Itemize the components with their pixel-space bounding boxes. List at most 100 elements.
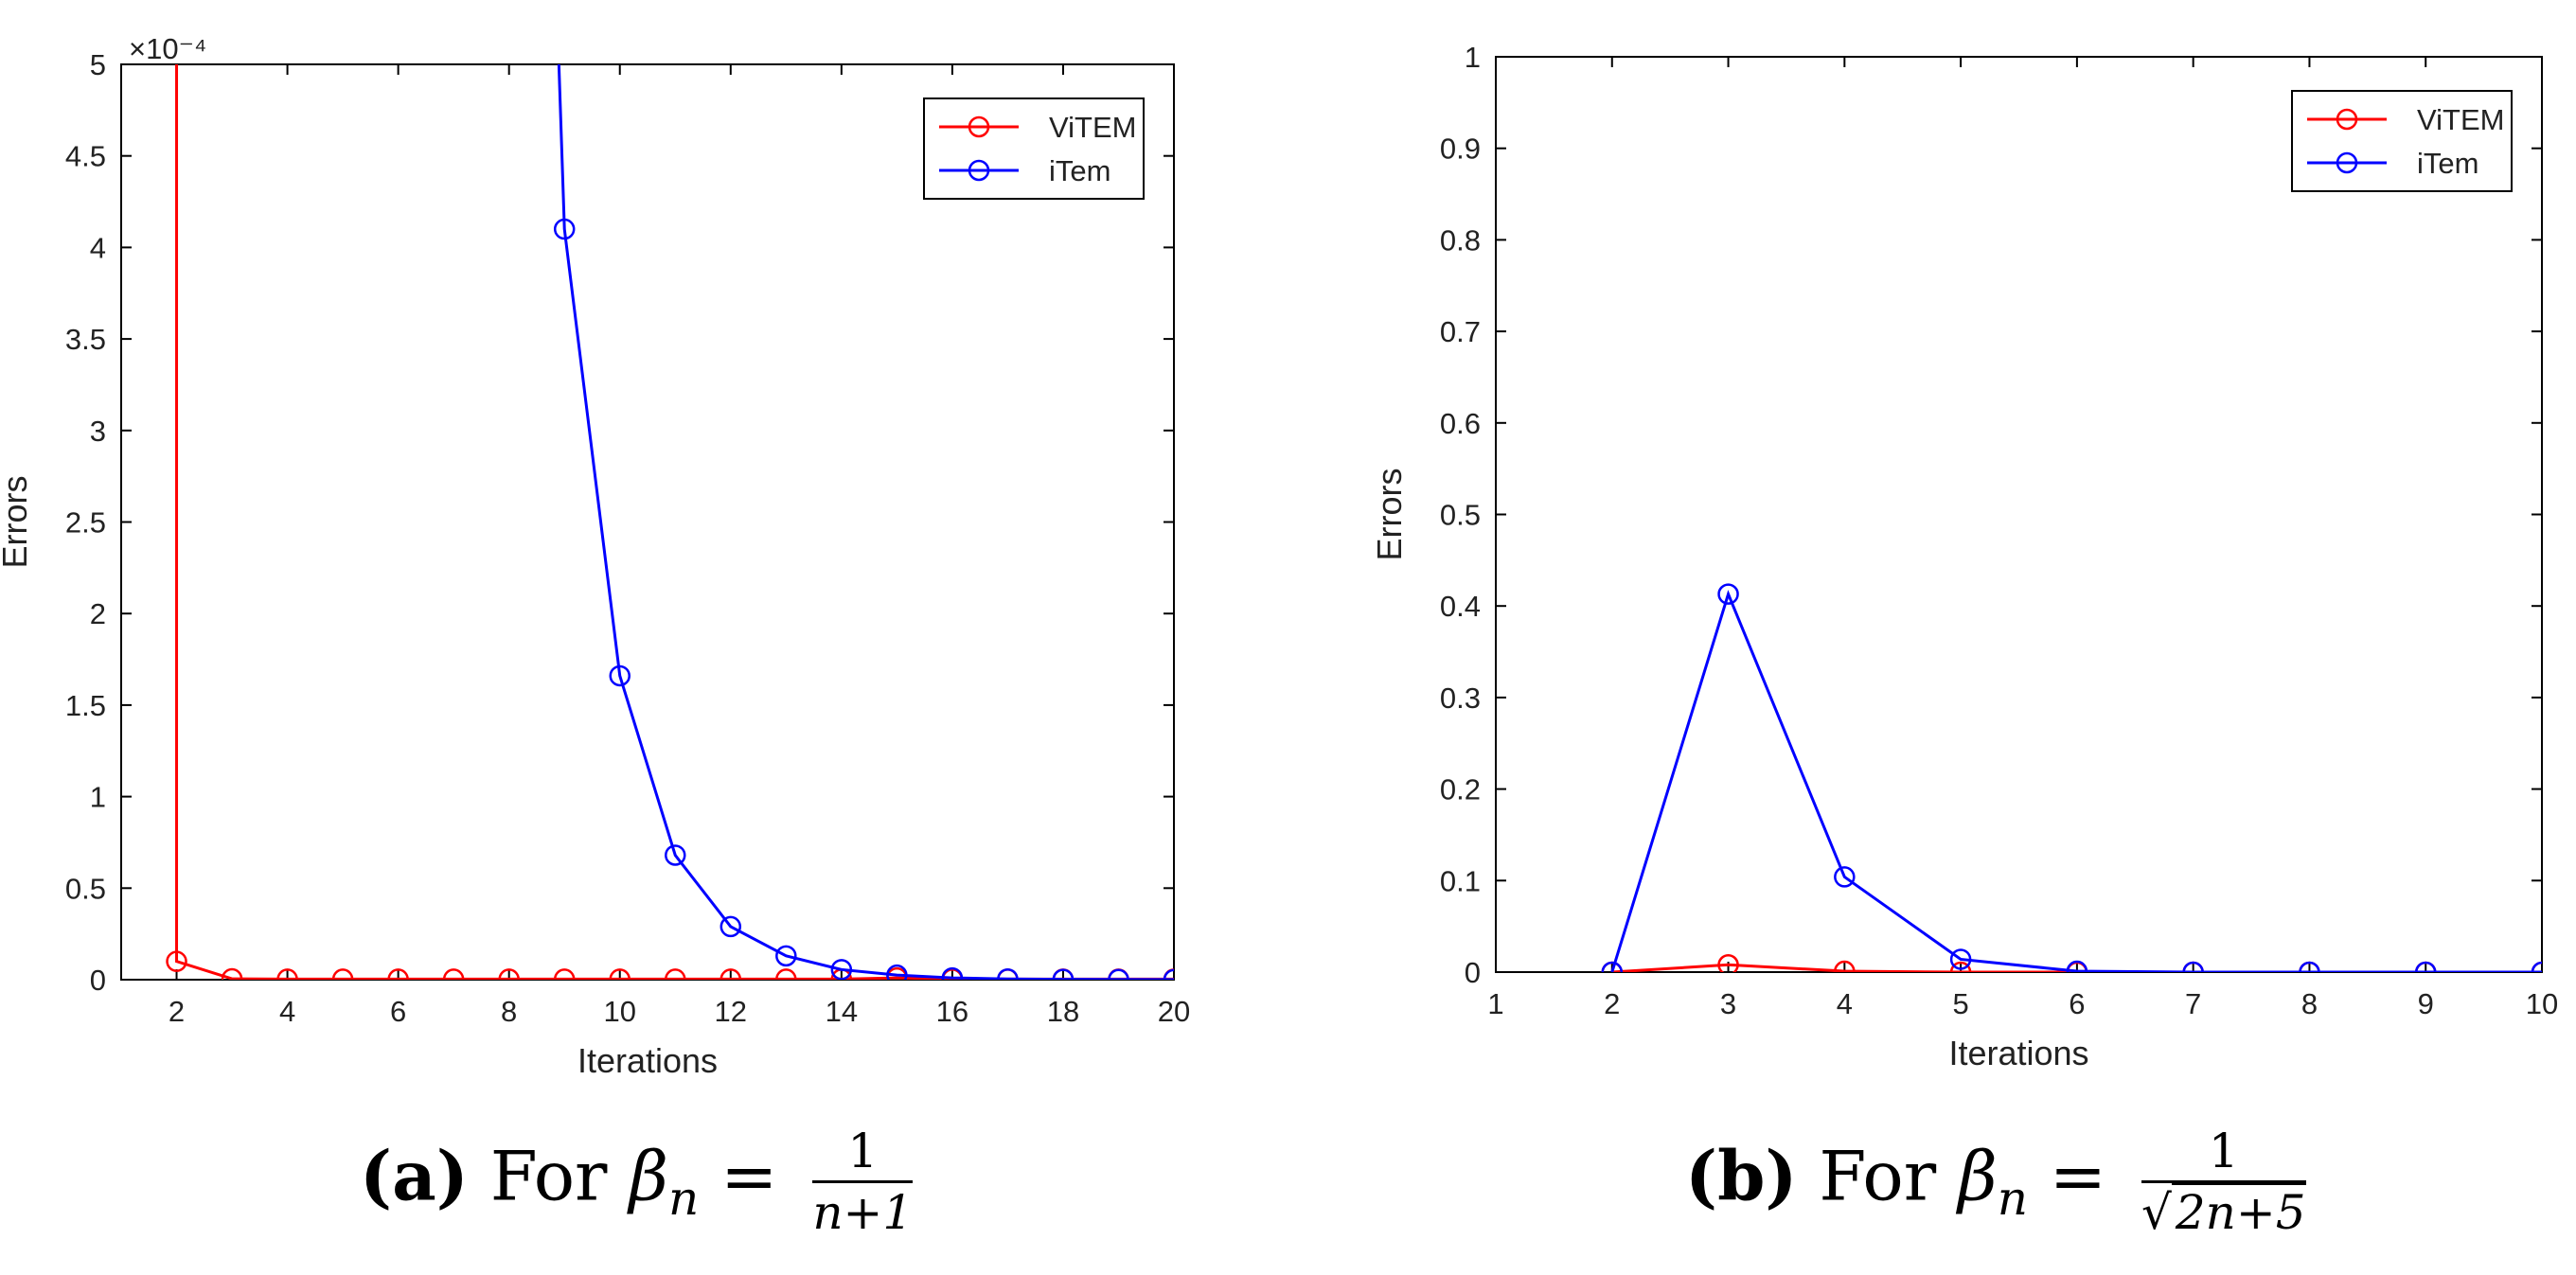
- x-axis-label-b: Iterations: [1948, 1034, 2088, 1072]
- x-tick-label-b-8: 9: [2418, 987, 2434, 1020]
- y-tick-label-b-5: 0.5: [1440, 499, 1481, 532]
- data-point-a-iTem-12: [1163, 968, 1174, 980]
- data-point-a-ViTEM-11: [720, 968, 742, 980]
- chart-b: 1 2 3 4 5 6 7 8 9 10 0 0.1 0.2 0.3 0.4 0.5 0.6 0.7 0.8 0.9 1…: [1370, 41, 2558, 1072]
- legend-label-b-iTem: iTem: [2417, 147, 2478, 180]
- y-tick-label-a-2: 1: [90, 781, 106, 814]
- legend-marker-a-iTem: [968, 159, 990, 182]
- y-tick-label-b-9: 0.9: [1440, 133, 1481, 166]
- data-point-a-ViTEM-9: [609, 968, 631, 980]
- data-point-a-iTem-4: [720, 915, 742, 938]
- data-point-a-iTem-9: [997, 967, 1019, 980]
- y-tick-label-b-2: 0.2: [1440, 773, 1481, 806]
- x-tick-label-b-0: 1: [1487, 987, 1503, 1020]
- x-tick-label-b-2: 3: [1720, 987, 1736, 1020]
- caption-a-denominator: n+1: [812, 1185, 914, 1240]
- series-line-b-ViTEM: [1611, 963, 2542, 972]
- y-tick-label-a-8: 4: [90, 231, 106, 264]
- y-tick-label-a-5: 2.5: [65, 506, 106, 540]
- y-tick-label-a-6: 3: [90, 415, 106, 448]
- plot-frame-a: [120, 63, 1175, 981]
- data-point-a-ViTEM-3: [276, 968, 298, 980]
- x-tick-label-a-6: 14: [826, 995, 858, 1028]
- y-tick-label-a-1: 0.5: [65, 872, 106, 905]
- data-point-a-iTem-2: [609, 664, 631, 687]
- data-point-a-iTem-10: [1052, 968, 1075, 980]
- data-point-a-ViTEM-1: [166, 950, 187, 972]
- data-point-a-ViTEM-8: [553, 968, 576, 980]
- data-point-b-ViTEM-2: [1834, 960, 1856, 972]
- caption-b-beta: β: [1958, 1136, 1998, 1216]
- legend-label-a-iTem: iTem: [1049, 154, 1110, 187]
- x-tick-label-a-9: 20: [1158, 995, 1190, 1028]
- caption-a-sub: n: [668, 1170, 700, 1226]
- x-tick-label-a-5: 12: [715, 995, 747, 1028]
- y-tick-label-a-10: 5: [90, 48, 106, 81]
- caption-a-numerator: 1: [812, 1122, 914, 1183]
- caption-a: (a) For βn = 1 n+1: [360, 1122, 914, 1242]
- data-point-a-ViTEM-10: [665, 968, 686, 980]
- legend-marker-a-ViTEM: [968, 115, 990, 138]
- caption-a-eq: =: [720, 1136, 778, 1216]
- data-point-a-ViTEM-5: [387, 968, 409, 980]
- caption-a-fraction: 1 n+1: [812, 1122, 914, 1242]
- y-tick-label-a-7: 3.5: [65, 323, 106, 356]
- caption-a-label: (a): [360, 1135, 469, 1216]
- legend-marker-b-ViTEM: [2336, 108, 2358, 131]
- data-point-b-iTem-4: [2066, 960, 2088, 972]
- series-b-iTem: [1601, 583, 2542, 972]
- y-tick-label-b-8: 0.8: [1440, 223, 1481, 257]
- caption-b-label: (b): [1685, 1135, 1798, 1216]
- x-axis-label-a: Iterations: [577, 1041, 718, 1080]
- y-tick-label-b-7: 0.7: [1440, 315, 1481, 348]
- y-tick-label-b-3: 0.3: [1440, 682, 1481, 715]
- x-tick-label-a-7: 16: [936, 995, 968, 1028]
- data-point-a-ViTEM-12: [775, 968, 797, 980]
- y-tick-label-b-10: 1: [1465, 41, 1481, 74]
- x-tick-label-a-2: 6: [390, 995, 406, 1028]
- data-point-a-ViTEM-4: [331, 968, 354, 980]
- data-point-b-iTem-5: [2182, 961, 2204, 972]
- caption-b-eq: =: [2049, 1136, 2107, 1216]
- y-exponent-label-a: ×10⁻⁴: [129, 32, 206, 65]
- caption-b-numerator: 1: [2141, 1122, 2306, 1183]
- data-point-b-ViTEM-1: [1717, 954, 1739, 972]
- y-tick-label-a-3: 1.5: [65, 689, 106, 722]
- data-point-b-iTem-2: [1834, 866, 1856, 888]
- data-point-a-ViTEM-2: [221, 967, 243, 980]
- y-tick-label-b-1: 0.1: [1440, 864, 1481, 897]
- x-tick-label-a-0: 2: [169, 995, 185, 1028]
- data-point-b-iTem-6: [2299, 961, 2320, 972]
- x-tick-label-b-9: 10: [2526, 987, 2558, 1020]
- y-tick-label-a-9: 4.5: [65, 140, 106, 173]
- x-tick-label-a-3: 8: [501, 995, 517, 1028]
- data-point-a-iTem-6: [830, 959, 853, 980]
- data-point-a-iTem-8: [941, 966, 964, 980]
- legend-marker-b-iTem: [2336, 151, 2358, 174]
- data-point-a-ViTEM-6: [442, 968, 465, 980]
- y-tick-label-b-0: 0: [1465, 956, 1481, 989]
- caption-b-denominator: √2n+5: [2141, 1182, 2306, 1242]
- data-point-a-iTem-5: [775, 945, 797, 967]
- x-tick-label-b-7: 8: [2301, 987, 2318, 1020]
- caption-b-fraction: 1 √2n+5: [2141, 1122, 2306, 1242]
- y-tick-label-b-6: 0.6: [1440, 407, 1481, 440]
- y-tick-label-a-0: 0: [90, 964, 106, 997]
- y-axis-label-b: Errors: [1370, 469, 1409, 561]
- x-tick-label-a-8: 18: [1047, 995, 1079, 1028]
- x-tick-label-b-1: 2: [1604, 987, 1620, 1020]
- x-tick-label-a-4: 10: [603, 995, 635, 1028]
- data-point-a-iTem-1: [553, 218, 576, 240]
- data-point-b-iTem-1: [1717, 583, 1739, 605]
- series-line-b-iTem: [1610, 590, 2542, 972]
- x-tick-label-b-5: 6: [2069, 987, 2085, 1020]
- caption-a-beta: β: [629, 1136, 668, 1216]
- plot-frame-b: [1495, 56, 2543, 973]
- chart-a: 2 4 6 8 10 12 14 16 18 20 0 0.5 1 1.5 2 2.5 3 3.5 4 4.5 5 Ite…: [0, 32, 1190, 1080]
- x-tick-label-b-4: 5: [1952, 987, 1968, 1020]
- y-axis-label-a: Errors: [0, 476, 34, 569]
- data-point-a-iTem-11: [1108, 968, 1129, 980]
- data-point-a-iTem-3: [665, 844, 686, 866]
- x-tick-label-b-6: 7: [2185, 987, 2201, 1020]
